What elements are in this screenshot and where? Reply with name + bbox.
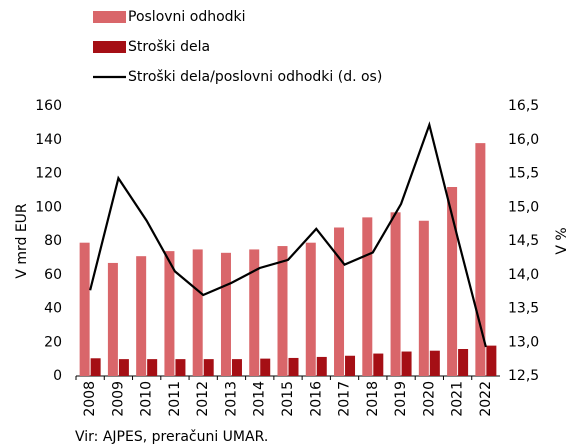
- bar: [305, 242, 316, 376]
- bar: [203, 359, 214, 376]
- x-tick-label: 2010: [139, 381, 155, 417]
- bar: [107, 262, 118, 376]
- x-tick-label: 2011: [167, 381, 183, 417]
- y2-tick-label: 13,5: [508, 301, 539, 317]
- bar: [334, 227, 345, 376]
- y2-tick-label: 13,0: [508, 334, 539, 350]
- x-tick-label: 2021: [450, 381, 466, 417]
- y2-tick-label: 15,5: [508, 166, 539, 182]
- y2-tick-label: 15,0: [508, 199, 539, 215]
- y2-tick-label: 14,0: [508, 267, 539, 283]
- bar: [231, 359, 242, 376]
- legend-label: Poslovni odhodki: [128, 9, 246, 25]
- bar: [147, 359, 158, 376]
- y-tick-label: 60: [44, 267, 62, 283]
- bar: [260, 358, 271, 376]
- legend-swatch: [93, 11, 126, 23]
- bar: [418, 220, 429, 376]
- y2-axis-label: V %: [554, 227, 570, 254]
- x-tick-label: 2013: [223, 381, 239, 417]
- bar: [90, 358, 101, 376]
- x-tick-label: 2020: [421, 381, 437, 417]
- bar: [458, 349, 469, 376]
- y2-tick-label: 16,0: [508, 132, 539, 148]
- y2-tick-label: 12,5: [508, 368, 539, 384]
- bar: [401, 351, 412, 376]
- y-tick-label: 0: [53, 368, 62, 384]
- bar: [390, 212, 401, 376]
- bar: [288, 357, 299, 376]
- bar: [345, 355, 356, 376]
- legend-label: Stroški dela: [128, 39, 210, 55]
- y-axis-label: V mrd EUR: [14, 203, 30, 279]
- x-tick-label: 2014: [252, 381, 268, 417]
- y2-tick-label: 14,5: [508, 233, 539, 249]
- x-tick-label: 2015: [280, 381, 296, 417]
- bar: [192, 249, 203, 376]
- bar: [362, 217, 373, 376]
- line: [89, 121, 487, 348]
- y2-tick-label: 16,5: [508, 98, 539, 114]
- y-tick-label: 40: [44, 301, 62, 317]
- y-tick-label: 20: [44, 334, 62, 350]
- bar: [249, 249, 260, 376]
- x-tick-label: 2019: [393, 381, 409, 417]
- y-tick-label: 100: [35, 199, 62, 215]
- x-tick-label: 2022: [478, 381, 494, 417]
- bar: [373, 353, 384, 376]
- bar: [220, 252, 231, 376]
- x-tick-label: 2009: [110, 381, 126, 417]
- bar: [136, 256, 147, 376]
- legend-swatch: [93, 41, 126, 53]
- bar: [429, 350, 440, 376]
- x-tick-label: 2017: [337, 381, 353, 417]
- bar: [277, 246, 288, 376]
- x-tick-label: 2008: [82, 381, 98, 417]
- bar: [175, 359, 186, 376]
- bar: [316, 356, 327, 376]
- x-tick-label: 2012: [195, 381, 211, 417]
- bar: [79, 242, 90, 376]
- bar: [447, 187, 458, 376]
- y-tick-label: 160: [35, 98, 62, 114]
- bar: [486, 345, 497, 376]
- bar: [475, 143, 486, 376]
- source: Vir: AJPES, preračuni UMAR.: [75, 429, 268, 445]
- bar: [118, 359, 129, 376]
- x-tick-label: 2018: [365, 381, 381, 417]
- y-tick-label: 80: [44, 233, 62, 249]
- x-tick-label: 2016: [308, 381, 324, 417]
- bar: [164, 251, 175, 376]
- y-tick-label: 140: [35, 132, 62, 148]
- y-tick-label: 120: [35, 166, 62, 182]
- legend-label: Stroški dela/poslovni odhodki (d. os): [128, 69, 382, 85]
